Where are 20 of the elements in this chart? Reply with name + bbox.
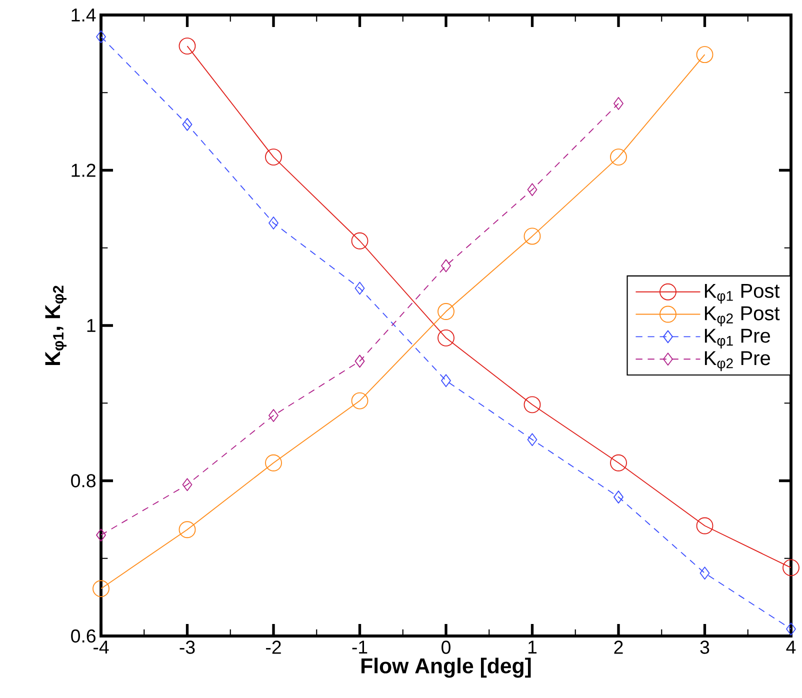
x-tick-label: -1 <box>352 640 368 654</box>
x-tick-label: 3 <box>700 640 710 654</box>
y-tick-label: 0.6 <box>71 629 96 643</box>
y-tick-label: 1 <box>87 319 96 332</box>
legend-label: K$_{φ2}$ Post <box>704 306 780 326</box>
text: K$_{φ1}$, K$_{φ2}$ <box>45 286 67 366</box>
x-tick-label: 4 <box>786 640 796 654</box>
y-tick-label: 1.2 <box>72 164 96 177</box>
y-tick-label: 1.4 <box>72 8 96 22</box>
legend-label: K$_{φ2}$ Pre <box>704 351 770 372</box>
legend-label: K$_{φ1}$ Pre <box>704 328 770 349</box>
x-tick-label: -4 <box>94 640 109 654</box>
x-axis-title: Flow Angle [deg] <box>362 658 531 678</box>
x-tick-label: 2 <box>614 640 623 654</box>
x-tick-label: -2 <box>266 640 281 654</box>
y-tick-label: 0.8 <box>71 474 96 488</box>
x-tick-label: -3 <box>180 640 195 654</box>
x-tick-label: 1 <box>528 640 537 654</box>
x-tick-label: 0 <box>442 640 450 654</box>
legend-label: K$_{φ1}$ Post <box>704 284 780 304</box>
